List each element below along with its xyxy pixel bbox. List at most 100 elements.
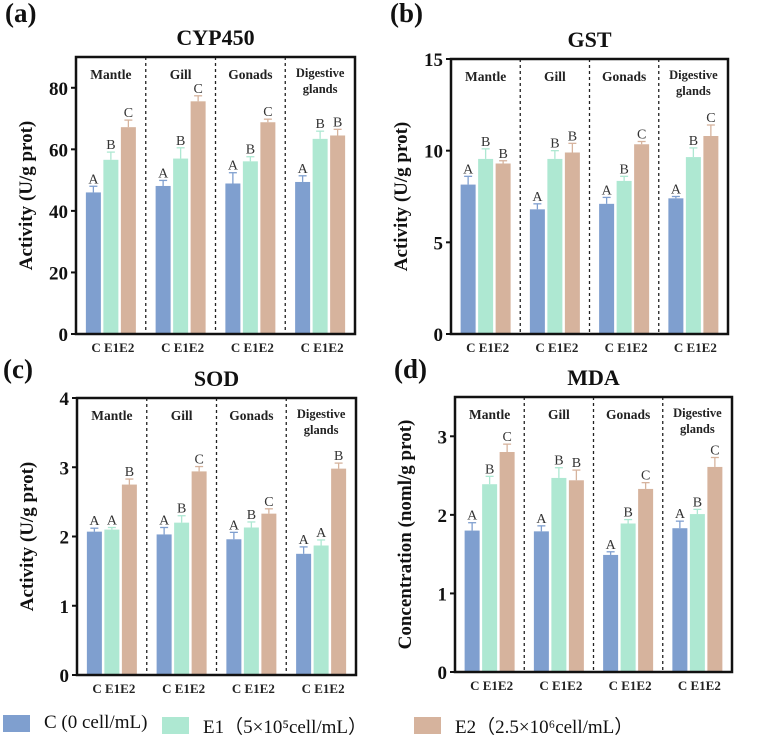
bar-e1 [547, 158, 563, 334]
y-tick-label: 60 [49, 140, 68, 161]
y-tick-label: 3 [438, 427, 448, 448]
significance-letter: A [88, 172, 99, 187]
chart-title: CYP450 [176, 25, 254, 50]
group-label-line2: glands [680, 422, 715, 436]
significance-letter: A [606, 538, 617, 553]
chart-title: SOD [194, 366, 239, 391]
group-label-line2: glands [676, 84, 711, 98]
x-tick-labels: C E1E2 [535, 340, 578, 355]
group-label: Digestive [669, 68, 718, 82]
bar-c [296, 553, 312, 675]
significance-letter: C [124, 106, 133, 121]
significance-letter: B [693, 495, 702, 510]
significance-letter: B [568, 129, 577, 144]
significance-letter: B [485, 462, 494, 477]
significance-letter: C [263, 105, 272, 120]
bar-e1 [103, 159, 119, 334]
y-tick-label: 2 [438, 506, 448, 527]
bar-e2 [564, 152, 580, 334]
significance-letter: B [498, 147, 507, 162]
plot-frame [74, 55, 357, 336]
significance-letter: A [229, 518, 240, 533]
x-tick-labels: C E1E2 [539, 678, 582, 693]
legend-label-e1: E1（5×10⁵cell/mL） [203, 717, 368, 738]
legend-label-e2: E2（2.5×10⁶cell/mL） [455, 717, 634, 738]
y-tick-label: 0 [434, 325, 444, 346]
x-tick-labels: C E1E2 [470, 678, 513, 693]
group-label: Digestive [296, 66, 345, 80]
bar-e2 [190, 101, 206, 334]
legend-swatch-e2 [414, 717, 441, 734]
bar-e2 [495, 163, 511, 334]
bar-e1 [616, 180, 632, 334]
bar-e1 [478, 158, 494, 334]
significance-letter: C [706, 111, 715, 126]
significance-letter: B [246, 143, 255, 158]
y-tick-label: 20 [49, 263, 68, 284]
significance-letter: C [194, 453, 203, 468]
bar-c [155, 185, 171, 334]
legend-swatch-e1 [162, 717, 189, 734]
bar-e1 [685, 157, 701, 334]
legend: C (0 cell/mL) E1（5×10⁵cell/mL） E2（2.5×10… [0, 712, 767, 742]
bar-c [460, 184, 476, 334]
plot-frame [453, 395, 734, 674]
bar-c [86, 531, 102, 675]
significance-letter: A [536, 512, 547, 527]
panel-label: (d) [394, 354, 427, 384]
significance-letter: B [334, 449, 343, 464]
significance-letter: A [602, 183, 613, 198]
significance-letter: B [247, 508, 256, 523]
significance-letter: B [623, 506, 632, 521]
y-tick-label: 40 [49, 202, 68, 223]
group-label-line2: glands [304, 423, 339, 437]
bar-e2 [638, 488, 654, 672]
significance-letter: A [532, 190, 543, 205]
bar-e2 [499, 452, 515, 672]
significance-letter: C [502, 430, 511, 445]
group-label: Digestive [297, 407, 346, 421]
legend-item-e1: E1（5×10⁵cell/mL） [162, 712, 367, 739]
bar-e2 [331, 468, 347, 675]
x-tick-labels: C E1E2 [161, 340, 204, 355]
y-axis-label: Activity (U/g prot) [17, 462, 38, 612]
bar-c [672, 528, 688, 672]
bar-e2 [330, 135, 346, 334]
significance-letter: B [177, 502, 186, 517]
bar-c [599, 203, 615, 334]
x-tick-labels: C E1E2 [605, 340, 648, 355]
significance-letter: C [641, 469, 650, 484]
bar-e1 [243, 527, 259, 675]
x-tick-labels: C E1E2 [674, 340, 717, 355]
significance-letter: B [550, 137, 559, 152]
panel-label: (b) [390, 0, 423, 28]
bar-c [225, 183, 241, 334]
bar-e2 [261, 513, 277, 675]
y-tick-label: 15 [424, 50, 443, 71]
y-tick-label: 10 [424, 142, 443, 163]
x-tick-labels: C E1E2 [92, 681, 135, 696]
bar-e1 [174, 522, 190, 675]
bar-c [226, 539, 242, 675]
y-axis-label: Concentration (noml/g prot) [395, 420, 416, 650]
significance-letter: B [572, 456, 581, 471]
significance-letter: C [637, 128, 646, 143]
significance-letter: C [710, 444, 719, 459]
y-axis-label: Activity (U/g prot) [16, 121, 37, 271]
significance-letter: B [554, 454, 563, 469]
x-tick-labels: C E1E2 [301, 340, 344, 355]
x-tick-labels: C E1E2 [91, 340, 134, 355]
significance-letter: A [228, 159, 239, 174]
significance-letter: A [671, 183, 682, 198]
significance-letter: A [299, 533, 310, 548]
y-tick-label: 80 [49, 79, 68, 100]
x-tick-labels: C E1E2 [609, 678, 652, 693]
bar-e2 [120, 127, 136, 334]
significance-letter: B [333, 115, 342, 130]
x-tick-labels: C E1E2 [232, 681, 275, 696]
plot-frame [449, 57, 730, 336]
y-tick-label: 5 [434, 233, 444, 254]
bar-e1 [242, 161, 258, 334]
x-tick-labels: C E1E2 [162, 681, 205, 696]
